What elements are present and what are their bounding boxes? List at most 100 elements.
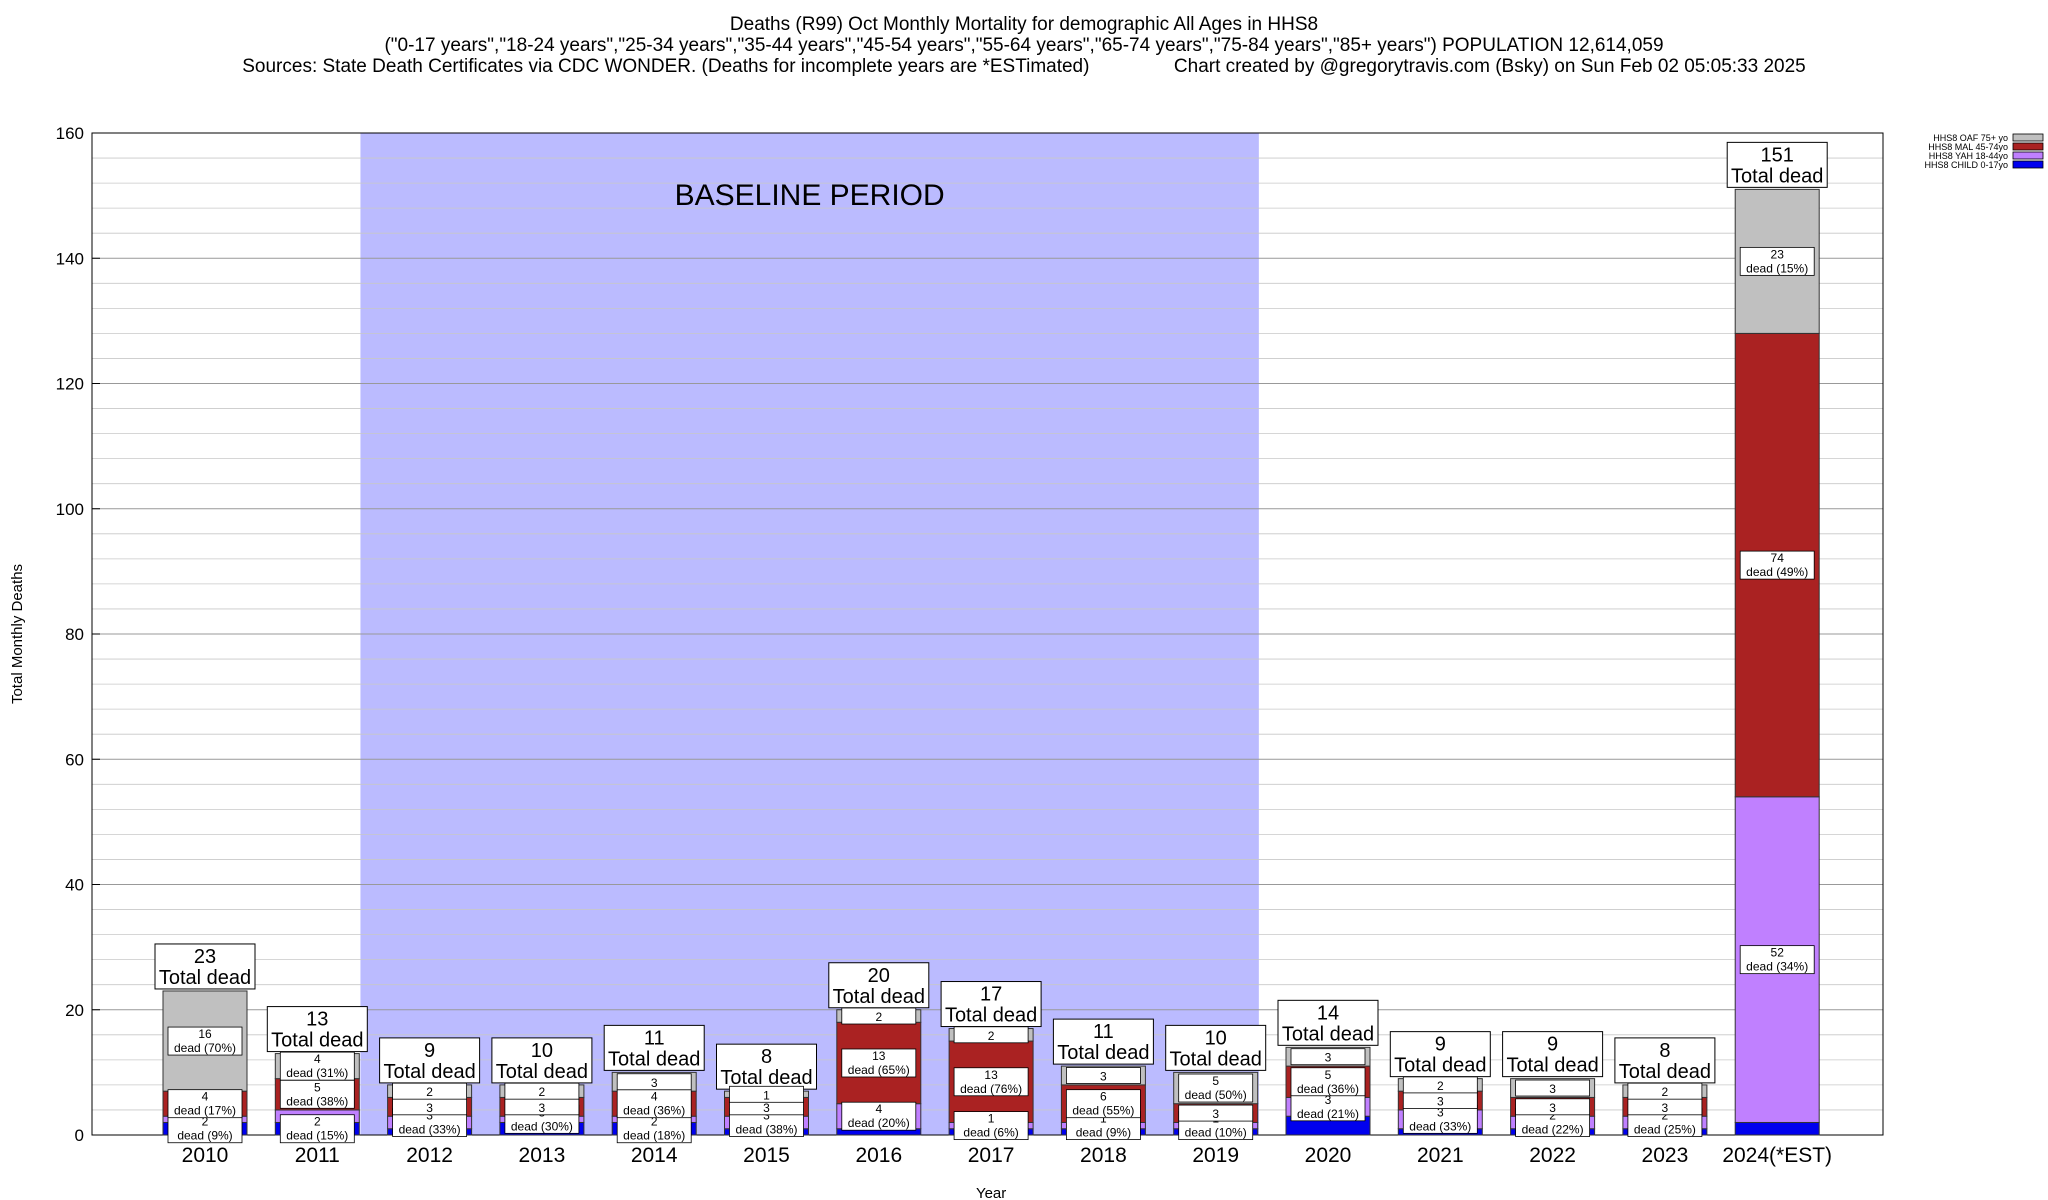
segment-label: dead (22%) (1522, 1122, 1584, 1136)
total-value-label: 23 (194, 946, 216, 968)
segment-label: dead (36%) (1297, 1082, 1359, 1096)
chart-subtitle-sources: Sources: State Death Certificates via CD… (242, 56, 1806, 77)
segment-label: dead (20%) (848, 1116, 910, 1130)
segment-label-box (1290, 1092, 1366, 1122)
total-value-label: 8 (761, 1046, 772, 1068)
segment-label-box (279, 1079, 355, 1109)
segment-label: dead (55%) (1072, 1104, 1134, 1118)
total-value-label: 10 (531, 1040, 553, 1062)
total-label-box (1389, 1031, 1491, 1078)
segment-label: dead (10%) (1185, 1126, 1247, 1140)
segment-label: 5 (1325, 1068, 1332, 1082)
segment-label: dead (30%) (511, 1119, 573, 1133)
x-tick-label: 2019 (1192, 1144, 1239, 1167)
segment-label: dead (38%) (735, 1122, 797, 1136)
segment-label: 4 (314, 1052, 321, 1066)
segment-label: 3 (763, 1108, 770, 1122)
total-label-box (266, 1006, 368, 1053)
segment-label-box (1739, 550, 1815, 580)
segment-label-box (1515, 1098, 1590, 1116)
segment-label: 3 (1325, 1093, 1332, 1107)
segment-label-box (1515, 1079, 1590, 1097)
segment-label: dead (76%) (960, 1082, 1022, 1096)
segment-label: 3 (763, 1101, 770, 1115)
segment-label-box (1066, 1067, 1141, 1084)
total-value-label: 9 (1435, 1034, 1446, 1056)
segment-label: 2 (1662, 1108, 1669, 1122)
total-value-label: 20 (868, 965, 890, 987)
chart-subtitle-ages: ("0-17 years","18-24 years","25-34 years… (384, 35, 1664, 56)
x-tick-label: 2012 (406, 1144, 453, 1167)
total-value-label: 14 (1317, 1002, 1339, 1024)
segment-label: 2 (988, 1029, 995, 1043)
segment-label: 2 (426, 1085, 433, 1099)
segment-label-box (616, 1089, 692, 1119)
total-value-label: 8 (1659, 1040, 1670, 1062)
segment-label-box (1178, 1073, 1254, 1103)
x-tick-label: 2010 (182, 1144, 229, 1167)
y-tick-label: 140 (56, 249, 84, 268)
segment-label: dead (70%) (174, 1041, 236, 1055)
segment-label: 5 (314, 1080, 321, 1094)
x-tick-label: 2013 (519, 1144, 566, 1167)
total-label-box (1277, 999, 1379, 1046)
total-label-box (1165, 1024, 1267, 1071)
segment-label: 2 (875, 1010, 882, 1024)
x-tick-label: 2015 (743, 1144, 790, 1167)
segment-label-box (1739, 246, 1815, 276)
y-tick-label: 20 (65, 1001, 84, 1020)
y-axis-label: Total Monthly Deaths (9, 564, 26, 704)
total-label-box (603, 1024, 705, 1071)
total-value-label: 10 (1205, 1027, 1227, 1049)
x-tick-label: 2023 (1642, 1144, 1689, 1167)
total-text-label: Total dead (159, 967, 251, 989)
segment-label-box (616, 1073, 692, 1091)
chart-title-block: Deaths (R99) Oct Monthly Mortality for d… (0, 14, 2048, 77)
segment-label-box (1178, 1104, 1254, 1122)
segment-label: 2 (539, 1085, 546, 1099)
segment-label: 16 (198, 1027, 212, 1041)
segment-label-box (1402, 1104, 1478, 1134)
segment-label: dead (65%) (848, 1063, 910, 1077)
y-tick-label: 160 (56, 124, 84, 143)
segment-label: dead (38%) (286, 1094, 348, 1108)
segment-label: dead (21%) (1297, 1107, 1359, 1121)
segment-label: 1 (1100, 1112, 1107, 1126)
total-text-label: Total dead (1282, 1023, 1374, 1045)
segment-label-box (841, 1048, 917, 1078)
segment-label: 3 (1325, 1051, 1332, 1065)
segment-label: 2 (202, 1115, 209, 1129)
segment-label: 52 (1771, 946, 1785, 960)
total-text-label: Total dead (1619, 1061, 1711, 1083)
x-tick-label: 2024(*EST) (1722, 1144, 1832, 1167)
segment-label: dead (25%) (1634, 1122, 1696, 1136)
total-value-label: 13 (306, 1009, 328, 1031)
segment-label: 4 (651, 1090, 658, 1104)
segment-label: dead (34%) (1746, 960, 1808, 974)
segment-label-box (392, 1082, 468, 1100)
legend-swatch (2012, 133, 2044, 142)
segment-label-box (953, 1067, 1029, 1097)
segment-label: 3 (1549, 1101, 1556, 1115)
x-tick-label: 2011 (295, 1144, 340, 1167)
total-value-label: 9 (424, 1040, 435, 1062)
legend-label: HHS8 OAF 75+ yo (1933, 133, 2008, 143)
segment-label: dead (50%) (1185, 1088, 1247, 1102)
y-tick-label: 120 (56, 375, 84, 394)
segment-label: 3 (1212, 1107, 1219, 1121)
segment-label: dead (33%) (1409, 1119, 1471, 1133)
segment-label: dead (36%) (623, 1104, 685, 1118)
total-value-label: 17 (980, 984, 1002, 1006)
segment-label: dead (31%) (286, 1066, 348, 1080)
y-tick-label: 100 (56, 500, 84, 519)
segment-label: 4 (875, 1102, 882, 1116)
segment-label: dead (15%) (1746, 261, 1808, 275)
segment-label: dead (9%) (1076, 1126, 1131, 1140)
legend-label: HHS8 CHILD 0-17yo (1924, 160, 2008, 170)
segment-label: 3 (426, 1101, 433, 1115)
segment-label: 2 (1662, 1085, 1669, 1099)
segment-label-box (1066, 1089, 1141, 1119)
total-label-box (1726, 141, 1828, 188)
x-axis-label: Year (976, 1185, 1006, 1200)
